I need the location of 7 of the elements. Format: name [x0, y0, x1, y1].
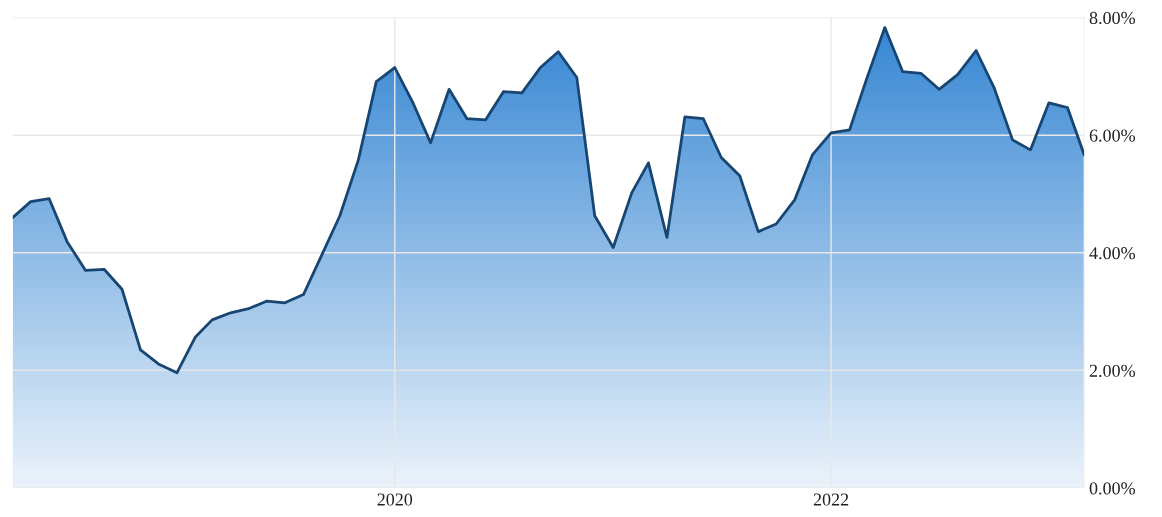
x-tick-label: 2022 [813, 493, 849, 506]
y-tick-label: 2.00% [1089, 364, 1136, 377]
y-tick-label: 4.00% [1089, 247, 1136, 260]
y-tick-label: 6.00% [1089, 129, 1136, 142]
y-tick-label: 8.00% [1089, 11, 1136, 25]
y-tick-label: 0.00% [1089, 482, 1136, 495]
x-tick-label: 2020 [377, 493, 413, 506]
